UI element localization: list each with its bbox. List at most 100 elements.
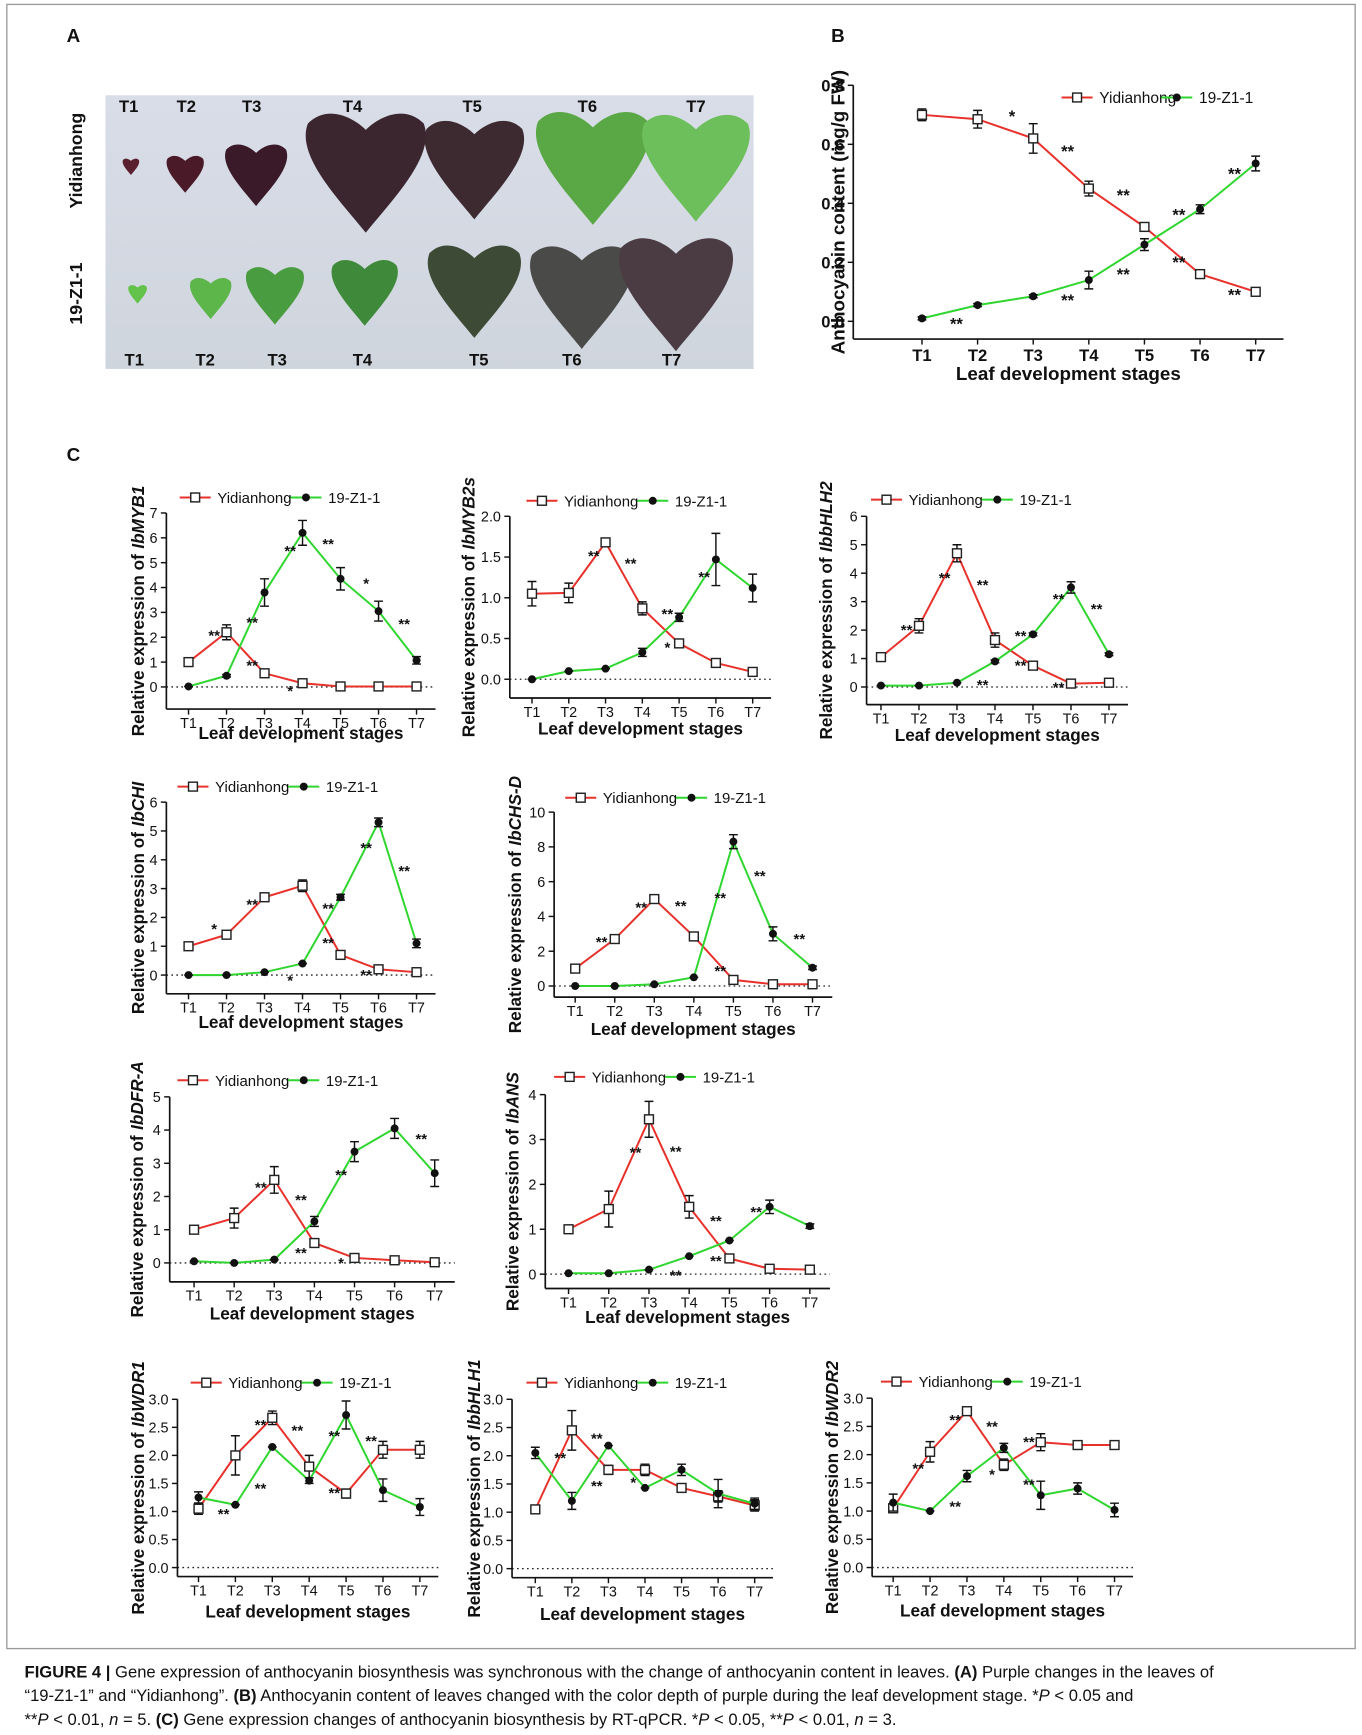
stage-label: T4 [353,351,373,370]
significance: ** [977,577,989,594]
marker [230,1258,239,1267]
x-tick-label: T6 [386,1289,403,1305]
marker [1072,1439,1083,1451]
significance: ** [662,606,674,623]
caption-run: = 5. [118,1710,155,1729]
significance: ** [630,1145,642,1162]
marker [609,933,620,945]
marker [305,1476,314,1485]
x-axis-title: Leaf development stages [198,723,403,743]
caption-run: Purple changes in the leaves of [977,1662,1214,1681]
significance: ** [714,963,726,980]
marker [527,675,536,684]
y-tick-label: 0 [149,680,157,696]
marker [913,620,925,631]
significance: ** [1053,591,1065,608]
marker [876,681,885,690]
marker [724,1253,735,1264]
caption-run: n [109,1710,118,1729]
legend-marker [564,1071,575,1083]
x-tick-label: T5 [346,1289,363,1305]
significance: ** [1228,286,1241,305]
leaf [331,260,398,326]
marker [916,109,928,120]
marker [649,893,660,905]
significance: ** [977,677,989,694]
y-tick-label: 5 [149,824,157,840]
x-tick-label: T7 [1101,711,1118,727]
legend-label: Yidianhong [592,1069,666,1086]
row-label: Yidianhong [66,113,86,209]
y-tick-label: 5 [149,556,157,572]
marker [1036,1491,1045,1500]
caption-run: < 0.01, [794,1710,855,1729]
x-tick-label: T4 [637,1585,654,1601]
x-axis-title: Leaf development stages [210,1304,415,1324]
leaf [225,144,288,207]
legend-label: Yidianhong [1099,90,1176,107]
legend-label: Yidianhong [215,1073,289,1090]
significance: ** [710,1213,722,1230]
marker [1139,221,1150,233]
legend-label: 19-Z1-1 [328,490,380,507]
y-tick-label: 0.5 [481,632,501,648]
x-tick-label: T6 [1190,346,1209,365]
marker [304,1461,315,1472]
x-tick-label: T5 [725,1004,742,1020]
x-tick-label: T3 [959,1583,976,1599]
marker [335,681,346,692]
significance: ** [295,1245,307,1262]
marker [563,587,574,599]
significance: ** [365,1433,377,1450]
significance: ** [588,548,600,565]
significance: ** [360,967,372,984]
x-tick-label: T7 [426,1289,443,1305]
x-axis-title: Leaf development stages [205,1602,410,1622]
significance: ** [335,1167,347,1184]
legend-marker [1172,93,1181,102]
significance: ** [292,1423,304,1440]
y-tick-label: 2.5 [483,1421,503,1437]
marker [1027,660,1039,671]
x-tick-label: T2 [600,1295,617,1311]
caption-run: Anthocyanin content of leaves changed wi… [257,1686,1040,1705]
y-axis-title-text: Anthocyanin content (mg/g FW) [827,70,848,354]
gene-name: IbbHLH1 [464,1359,484,1430]
gene-name: IbbHLH2 [816,481,836,552]
y-tick-label: 0.0 [481,672,501,688]
marker [710,657,722,669]
series-line [188,819,418,977]
x-tick-label: T5 [338,1583,355,1599]
marker [999,1443,1008,1452]
y-tick-label: 6 [537,875,545,891]
marker [962,1472,971,1481]
caption-run: ** [25,1710,38,1729]
y-tick-label: 4 [537,910,545,926]
caption-run: (B) [234,1686,257,1705]
legend-label: 19-Z1-1 [1019,492,1071,509]
significance: ** [939,570,951,587]
y-tick-label: 2.0 [149,1449,169,1465]
marker [531,1448,540,1457]
y-tick-label: 0.6 [821,135,844,154]
x-tick-label: T1 [186,1289,203,1305]
stage-label: T4 [343,97,363,116]
x-tick-label: T5 [1032,1583,1049,1599]
marker [637,603,648,614]
significance: * [211,921,217,938]
y-tick-label: 0.5 [149,1533,169,1549]
legend-marker [313,1378,322,1387]
marker [411,967,422,978]
legend-marker [187,781,199,792]
y-tick-label: 5 [850,538,858,554]
y-tick-label: 2 [528,1178,536,1194]
marker [610,982,619,990]
marker [411,681,422,692]
legend-marker [1003,1377,1012,1386]
marker [1140,240,1149,249]
caption-run: Gene expression changes of anthocyanin b… [179,1710,699,1729]
significance: ** [1023,1434,1035,1451]
legend-marker [648,496,657,505]
x-tick-label: T1 [885,1583,902,1599]
